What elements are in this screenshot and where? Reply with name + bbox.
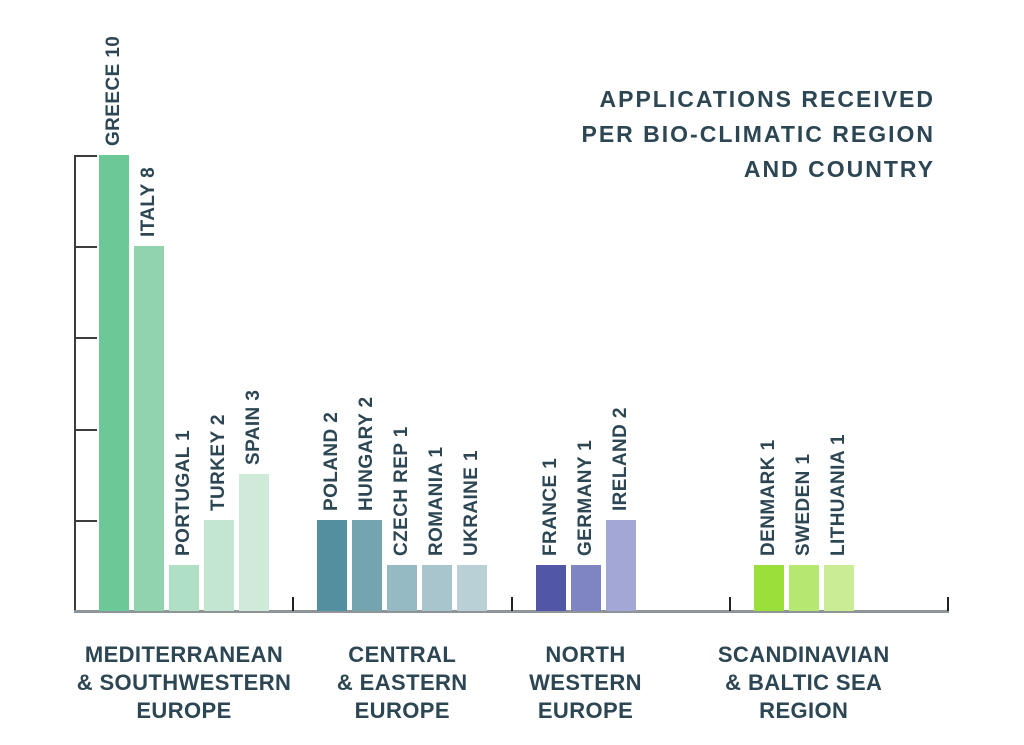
bar-label-hungary: HUNGARY 2 bbox=[356, 396, 378, 511]
region-label-line: EUROPE bbox=[537, 698, 634, 723]
region-label-line: NORTH bbox=[545, 642, 626, 667]
region-label-line: & BALTIC SEA bbox=[725, 670, 883, 695]
y-axis-tick bbox=[75, 337, 97, 340]
bar-sweden bbox=[788, 565, 819, 611]
chart-title-line-2: PER BIO-CLIMATIC REGION bbox=[581, 121, 935, 147]
bar-label-ireland: IRELAND 2 bbox=[609, 406, 631, 511]
bar-portugal bbox=[169, 565, 199, 611]
region-label-line: EUROPE bbox=[136, 698, 232, 723]
x-axis-region-tick bbox=[728, 597, 731, 611]
bar-label-poland: POLAND 2 bbox=[321, 411, 343, 511]
bar-label-portugal: PORTUGAL 1 bbox=[173, 430, 194, 557]
region-label-line: MEDITERRANEAN bbox=[84, 642, 284, 667]
x-axis-region-tick bbox=[947, 597, 949, 611]
chart-title-line-3: AND COUNTRY bbox=[743, 156, 935, 182]
bar-label-france: FRANCE 1 bbox=[539, 458, 561, 557]
y-axis-tick bbox=[75, 519, 97, 522]
region-label-line: CENTRAL bbox=[348, 642, 457, 667]
bar-france bbox=[535, 565, 566, 611]
bar-spain bbox=[239, 474, 269, 611]
y-axis-line bbox=[74, 155, 76, 613]
bar-label-ukraine: UKRAINE 1 bbox=[461, 450, 483, 557]
region-label-north-western-europe: NORTH WESTERN EUROPE bbox=[456, 641, 716, 725]
y-axis-tick bbox=[75, 155, 97, 157]
bar-label-czech-rep: CZECH REP 1 bbox=[391, 426, 413, 557]
bar-greece bbox=[99, 155, 129, 611]
bar-ukraine bbox=[457, 565, 488, 611]
x-axis-region-tick bbox=[292, 597, 295, 611]
bar-label-italy: ITALY 8 bbox=[138, 167, 159, 238]
bar-label-denmark: DENMARK 1 bbox=[757, 439, 779, 557]
y-axis-tick bbox=[75, 428, 97, 431]
bar-turkey bbox=[204, 519, 234, 611]
bar-germany bbox=[570, 565, 601, 611]
chart-title-line-1: APPLICATIONS RECEIVED bbox=[599, 86, 935, 112]
chart-title: APPLICATIONS RECEIVED PER BIO-CLIMATIC R… bbox=[581, 82, 935, 187]
region-label-central-eastern-europe: CENTRAL & EASTERN EUROPE bbox=[272, 641, 532, 725]
bar-hungary bbox=[352, 519, 383, 611]
region-label-line: & SOUTHWESTERN bbox=[76, 670, 292, 695]
region-label-scandinavian-baltic-sea-region: SCANDINAVIAN & BALTIC SEA REGION bbox=[674, 641, 934, 725]
bar-label-romania: ROMANIA 1 bbox=[426, 446, 448, 557]
bar-label-lithuania: LITHUANIA 1 bbox=[827, 434, 849, 557]
bar-ireland bbox=[605, 519, 636, 611]
bar-label-germany: GERMANY 1 bbox=[574, 440, 596, 557]
region-label-line: WESTERN bbox=[529, 670, 642, 695]
bar-czech-rep bbox=[387, 565, 418, 611]
bar-lithuania bbox=[823, 565, 854, 611]
bar-romania bbox=[422, 565, 453, 611]
x-axis-line bbox=[74, 610, 949, 613]
bar-label-spain: SPAIN 3 bbox=[243, 389, 264, 466]
region-label-line: REGION bbox=[759, 698, 849, 723]
region-label-line: SCANDINAVIAN bbox=[717, 642, 890, 667]
region-label-mediterranean-southwestern-europe: MEDITERRANEAN & SOUTHWESTERN EUROPE bbox=[54, 641, 314, 725]
bar-poland bbox=[317, 519, 348, 611]
bar-label-turkey: TURKEY 2 bbox=[208, 413, 229, 511]
x-axis-region-tick bbox=[510, 597, 513, 611]
bar-label-greece: GREECE 10 bbox=[103, 35, 124, 146]
bar-label-sweden: SWEDEN 1 bbox=[792, 453, 814, 557]
bar-denmark bbox=[753, 565, 784, 611]
region-label-line: EUROPE bbox=[354, 698, 450, 723]
region-label-line: & EASTERN bbox=[336, 670, 468, 695]
y-axis-tick bbox=[75, 246, 97, 249]
bar-italy bbox=[134, 246, 164, 611]
